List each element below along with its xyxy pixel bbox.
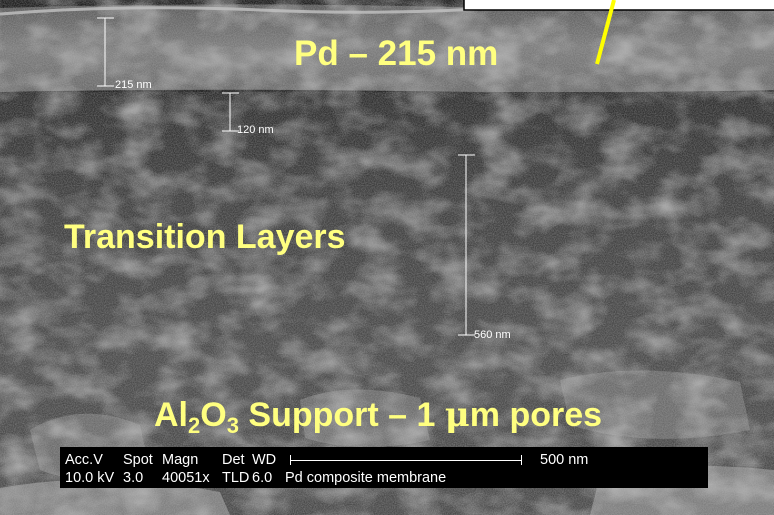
scale-label-120: 120 nm xyxy=(237,124,274,136)
pointer-arrow xyxy=(595,0,616,65)
support-prefix: Al xyxy=(154,396,188,434)
value-acc-v: 10.0 kV xyxy=(65,470,115,486)
support-end: m pores xyxy=(469,396,603,434)
support-suffix: Support – 1 xyxy=(238,396,445,434)
support-mu: μ xyxy=(444,395,470,435)
header-wd: WD xyxy=(252,452,277,468)
header-acc-v: Acc.V xyxy=(65,452,103,468)
scale-label-560: 560 nm xyxy=(474,329,511,341)
value-description: Pd composite membrane xyxy=(285,470,447,486)
header-spot: Spot xyxy=(123,452,153,468)
scale-bar xyxy=(290,455,522,465)
support-sub-2: 2 xyxy=(188,413,201,438)
scale-marker-560 xyxy=(458,154,475,336)
value-det: TLD xyxy=(222,470,250,486)
scale-label-215: 215 nm xyxy=(115,79,152,91)
transition-layers-label: Transition Layers xyxy=(64,218,346,256)
support-mid: O xyxy=(200,396,227,434)
header-det: Det xyxy=(222,452,245,468)
value-spot: 3.0 xyxy=(123,470,144,486)
value-wd: 6.0 xyxy=(252,470,273,486)
scale-marker-120 xyxy=(222,92,239,132)
inset-frame xyxy=(463,0,774,11)
value-magn: 40051x xyxy=(162,470,210,486)
scale-marker-215 xyxy=(97,17,114,87)
support-sub-3: 3 xyxy=(226,413,239,438)
pd-layer-label: Pd – 215 nm xyxy=(294,34,499,73)
scale-bar-label: 500 nm xyxy=(540,452,589,468)
header-magn: Magn xyxy=(162,452,199,468)
support-label: Al2O3 Support – 1 μm pores xyxy=(154,395,603,437)
sem-data-bar: Acc.V Spot Magn Det WD 10.0 kV 3.0 40051… xyxy=(60,447,708,488)
